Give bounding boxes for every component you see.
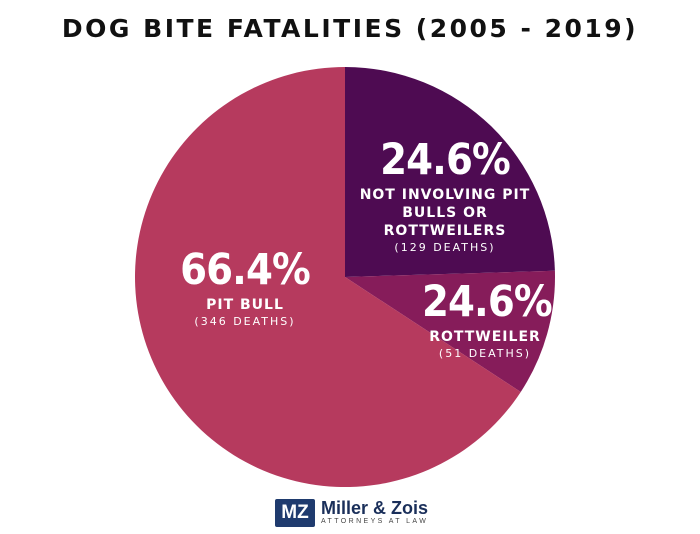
logo-mark: MZ bbox=[275, 499, 315, 527]
slice-name-pitbull: PIT BULL bbox=[206, 297, 284, 313]
logo-tagline: ATTORNEYS AT LAW bbox=[321, 518, 429, 525]
slice-deaths-pitbull: (346 DEATHS) bbox=[194, 315, 296, 328]
logo-text: Miller & Zois ATTORNEYS AT LAW bbox=[321, 499, 428, 527]
slice-deaths-rottweiler: (51 DEATHS) bbox=[438, 347, 532, 360]
slice-deaths-other: (129 DEATHS) bbox=[394, 241, 496, 254]
pie-slice-rottweiler bbox=[345, 270, 555, 392]
pie-slice-pitbull bbox=[135, 67, 521, 487]
chart-title: DOG BITE FATALITIES (2005 - 2019) bbox=[61, 14, 639, 43]
slice-label-other: 24.6% NOT INVOLVING PIT BULLS OR ROTTWEI… bbox=[345, 136, 545, 256]
slice-percent-other: 24.6% bbox=[380, 135, 511, 185]
slice-label-rottweiler: 24.6% ROTTWEILER (51 DEATHS) bbox=[415, 278, 555, 362]
slice-percent-rottweiler: 24.6% bbox=[422, 277, 553, 327]
slice-name-other: NOT INVOLVING PIT BULLS OR ROTTWEILERS bbox=[359, 187, 531, 239]
logo-name: Miller & Zois bbox=[321, 498, 429, 518]
slice-label-pitbull: 66.4% PIT BULL (346 DEATHS) bbox=[160, 246, 330, 330]
slice-percent-pitbull: 66.4% bbox=[180, 245, 311, 295]
slice-name-rottweiler: ROTTWEILER bbox=[429, 329, 541, 345]
pie-slice-other bbox=[345, 67, 555, 277]
firm-logo: MZ Miller & Zois ATTORNEYS AT LAW bbox=[275, 498, 428, 528]
